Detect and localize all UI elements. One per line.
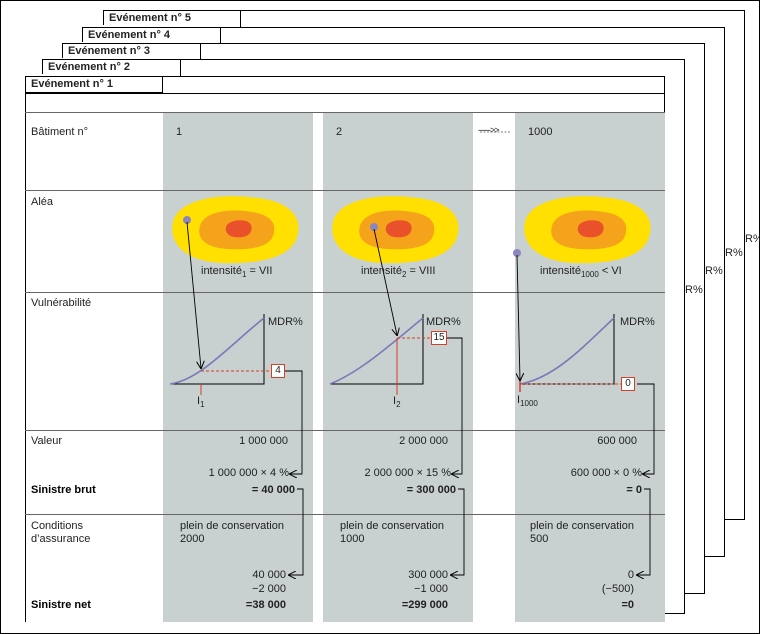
building-point-1 <box>183 216 191 224</box>
vulnerability-chart-2 <box>329 314 431 395</box>
vulnerability-chart-3 <box>519 314 621 392</box>
net-amount-2: 300 000 <box>408 569 448 581</box>
behind-mdr-1: R% <box>745 233 760 245</box>
event-tab-4[interactable]: Evénement n° 4 <box>82 27 221 42</box>
row-label-sinistre-brut: Sinistre brut <box>31 484 96 496</box>
event-tab-4-label: Evénement n° 4 <box>88 29 171 41</box>
event-tab-1[interactable]: Evénement n° 1 <box>25 76 163 93</box>
calc-2: 2 000 000 × 15 % <box>364 467 451 479</box>
valeur-3: 600 000 <box>597 435 637 447</box>
event-tab-1-label: Evénement n° 1 <box>31 78 114 90</box>
behind-mdr-3: R% <box>705 265 723 277</box>
sinistre-net-2: =299 000 <box>401 599 448 611</box>
calc-1: 1 000 000 × 4 % <box>208 467 289 479</box>
valeur-1: 1 000 000 <box>239 435 288 447</box>
building-number-1000: 1000 <box>528 126 553 138</box>
mdr-axis-label-3: MDR% <box>620 316 655 328</box>
hazard-map-1 <box>172 196 299 264</box>
row-label-sinistre-net: Sinistre net <box>31 599 91 611</box>
row-divider-2 <box>25 190 665 191</box>
broken-arrow-glyph: ------>> <box>478 125 499 135</box>
conditions-1-line-2: 2000 <box>180 533 205 545</box>
sheet-top-line <box>25 93 665 94</box>
net-amount-1: 40 000 <box>252 569 286 581</box>
connector-brut-1 <box>285 370 303 474</box>
intensity-arrow-1 <box>186 221 201 368</box>
intensity-label-1: intensité1 = VII <box>201 265 273 280</box>
sinistre-brut-2: = 300 000 <box>406 484 456 496</box>
connector-net-1 <box>289 488 304 575</box>
conditions-3-line-2: 500 <box>530 533 549 545</box>
row-label-batiment: Bâtiment n° <box>31 126 88 138</box>
conditions-3-line-1: plein de conservation <box>530 520 634 532</box>
building-number-2: 2 <box>336 126 343 138</box>
intensity-arrow-3 <box>517 254 520 380</box>
intensity-axis-label-1: I1 <box>197 395 205 410</box>
row-label-valeur: Valeur <box>31 435 62 447</box>
conditions-1-line-1: plein de conservation <box>180 520 284 532</box>
mdr-axis-label-2: MDR% <box>426 316 461 328</box>
mdr-value-box-2: 15 <box>431 331 447 345</box>
mdr-value-box-3: 0 <box>621 377 635 391</box>
net-deduction-3: (−500) <box>601 583 634 595</box>
hazard-map-3 <box>524 196 651 264</box>
row-divider-1 <box>25 112 665 113</box>
connector-net-2 <box>451 488 465 575</box>
behind-mdr-2: R% <box>725 247 743 259</box>
building-point-2 <box>370 223 378 231</box>
net-deduction-1: −2 000 <box>252 583 286 595</box>
intensity-label-2: intensité2 = VIII <box>361 265 436 280</box>
intensity-axis-label-2: I2 <box>393 395 401 410</box>
net-deduction-2: −1 000 <box>414 583 448 595</box>
valeur-2: 2 000 000 <box>399 435 448 447</box>
intensity-arrow-2 <box>373 228 397 335</box>
row-divider-5 <box>25 514 665 515</box>
vulnerability-chart-1 <box>169 314 271 395</box>
event-tab-3-label: Evénement n° 3 <box>68 45 151 57</box>
event-tab-2[interactable]: Evénement n° 2 <box>42 59 181 74</box>
event-tab-3[interactable]: Evénement n° 3 <box>62 43 201 58</box>
row-label-alea: Aléa <box>31 196 54 208</box>
connector-brut-3 <box>637 383 655 474</box>
connector-net-3 <box>637 488 651 575</box>
mdr-value-box-1: 4 <box>271 364 285 378</box>
net-amount-3: 0 <box>627 569 634 581</box>
mdr-axis-label-1: MDR% <box>268 316 303 328</box>
conditions-2-line-1: plein de conservation <box>340 520 444 532</box>
sinistre-brut-3: = 0 <box>626 484 642 496</box>
connector-brut-2 <box>447 337 463 474</box>
row-label-assurance: d’assurance <box>31 533 91 545</box>
intensity-axis-label-3: I1000 <box>517 394 538 409</box>
event-tab-5[interactable]: Evénement n° 5 <box>103 10 241 25</box>
sinistre-net-3: =0 <box>621 599 634 611</box>
event-tab-5-label: Evénement n° 5 <box>109 12 192 24</box>
row-divider-4 <box>25 430 665 431</box>
calc-3: 600 000 × 0 % <box>570 467 642 479</box>
row-divider-3 <box>25 292 665 293</box>
building-number-1: 1 <box>176 126 183 138</box>
conditions-2-line-2: 1000 <box>340 533 365 545</box>
behind-mdr-4: R% <box>685 284 703 296</box>
row-label-vulnerabilite: Vulnérabilité <box>31 297 92 309</box>
hazard-map-2 <box>332 196 459 264</box>
building-point-3 <box>513 249 521 257</box>
event-tab-2-label: Evénement n° 2 <box>48 61 131 73</box>
intensity-label-3: intensité1000 < VI <box>540 265 622 280</box>
row-label-conditions: Conditions <box>31 520 83 532</box>
sinistre-net-1: =38 000 <box>245 599 286 611</box>
sinistre-brut-1: = 40 000 <box>251 484 295 496</box>
